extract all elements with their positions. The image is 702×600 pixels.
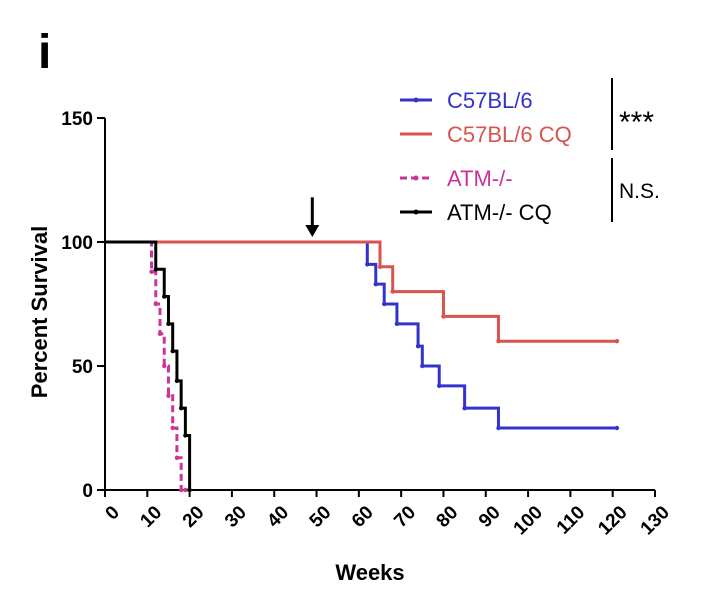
event-marker — [170, 348, 175, 354]
event-marker — [377, 264, 383, 269]
x-tick-label: 130 — [637, 502, 674, 539]
event-marker — [166, 321, 171, 327]
x-tick-label: 0 — [102, 502, 124, 524]
legend-label: ATM-/- — [447, 166, 513, 191]
event-marker — [373, 281, 378, 287]
y-axis-title: Percent Survival — [27, 226, 52, 398]
legend-marker — [413, 97, 419, 103]
event-marker — [187, 487, 192, 493]
event-marker — [170, 425, 175, 431]
legend-marker — [413, 209, 419, 215]
event-marker — [496, 339, 501, 344]
event-marker — [157, 331, 163, 336]
panel-label: i — [38, 26, 51, 79]
x-tick-label: 10 — [136, 502, 166, 532]
x-tick-label: 30 — [221, 502, 251, 532]
series-line-c57bl-6 — [105, 240, 617, 430]
event-marker — [394, 321, 400, 327]
event-marker — [614, 425, 620, 431]
event-marker — [390, 289, 395, 294]
y-tick-label: 150 — [61, 109, 93, 130]
x-tick-label: 120 — [594, 502, 631, 539]
event-marker — [178, 405, 184, 411]
event-marker — [462, 405, 467, 411]
x-tick-label: 90 — [475, 502, 505, 532]
legend-label: ATM-/- CQ — [447, 200, 552, 225]
event-marker — [183, 487, 188, 493]
significance-label: N.S. — [619, 180, 660, 203]
treatment-arrow-head — [305, 225, 320, 238]
event-marker — [153, 267, 158, 272]
event-marker — [382, 301, 387, 307]
x-tick-label: 80 — [433, 502, 463, 532]
y-tick-label: 100 — [61, 233, 93, 254]
event-marker — [365, 262, 370, 267]
significance-label: *** — [619, 106, 654, 139]
series-line-atm — [105, 240, 190, 492]
legend-label: C57BL/6 — [447, 88, 533, 113]
event-marker — [162, 294, 167, 299]
x-tick-label: 70 — [390, 502, 420, 532]
event-marker — [415, 343, 421, 349]
event-marker — [183, 433, 188, 438]
series-line-atm-cq — [105, 240, 192, 490]
event-marker — [174, 455, 180, 460]
event-marker — [149, 269, 154, 274]
event-marker — [153, 301, 158, 307]
series-line-c57bl-6-cq — [105, 240, 617, 343]
event-marker — [437, 383, 442, 389]
event-marker — [162, 363, 167, 369]
x-tick-label: 20 — [179, 502, 209, 532]
event-marker — [166, 393, 171, 398]
legend-marker — [413, 175, 419, 181]
y-tick-label: 50 — [72, 357, 93, 378]
event-marker — [420, 363, 425, 369]
x-tick-label: 60 — [348, 502, 378, 532]
event-marker — [178, 487, 184, 493]
event-marker — [174, 378, 180, 384]
y-tick-label: 0 — [82, 481, 93, 502]
x-axis-title: Weeks — [335, 560, 404, 585]
x-tick-label: 40 — [263, 502, 293, 532]
x-tick-label: 50 — [306, 502, 336, 532]
event-marker — [614, 339, 620, 344]
x-tick-label: 110 — [553, 502, 590, 539]
x-tick-label: 100 — [510, 502, 547, 539]
legend-label: C57BL/6 CQ — [447, 122, 572, 147]
event-marker — [496, 425, 501, 431]
event-marker — [441, 314, 446, 319]
